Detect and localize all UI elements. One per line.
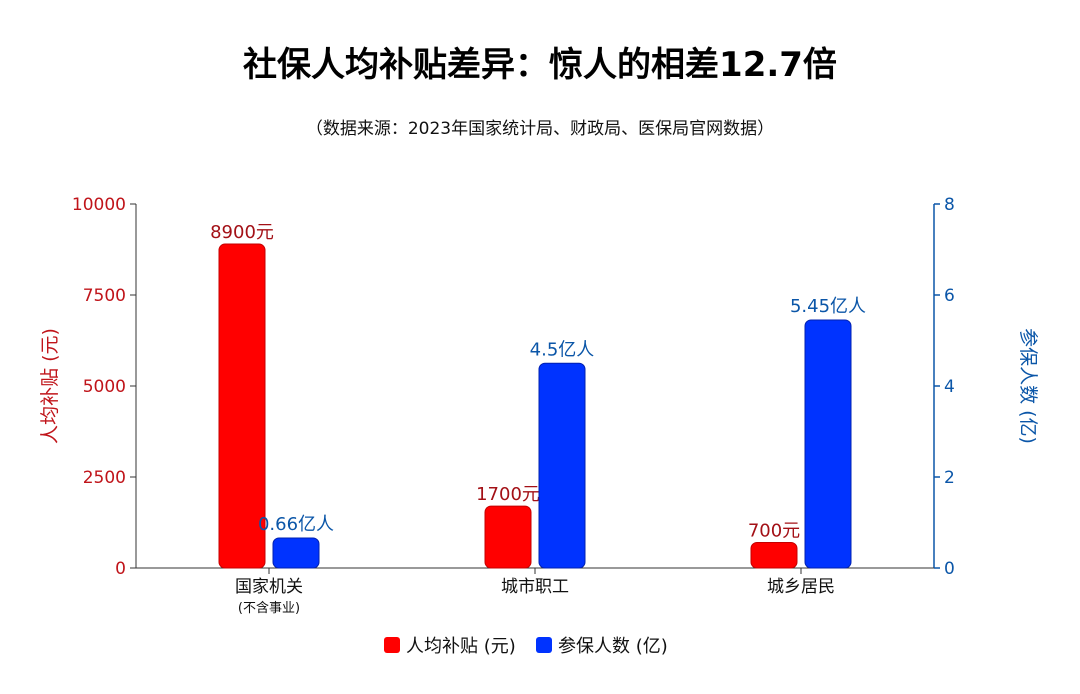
bar-insured-label: 5.45亿人 [790,296,866,317]
legend-label-subsidy: 人均补贴 (元) [406,636,516,657]
legend-label-insured: 参保人数 (亿) [558,636,668,657]
left-tick-label: 7500 [83,286,126,306]
bar-insured [538,362,586,569]
bar-insured-label: 0.66亿人 [258,514,334,535]
bar-insured [804,319,852,569]
right-tick-label: 8 [944,195,955,215]
x-tick-label: 城市职工 [501,577,569,597]
bar-subsidy-label: 8900元 [210,222,274,243]
bar-subsidy [750,542,798,569]
x-tick-label: 国家机关 [235,577,303,597]
right-tick-label: 4 [944,377,955,397]
left-tick-label: 10000 [72,195,126,215]
legend-swatch-subsidy [384,637,400,653]
chart-subtitle: （数据来源：2023年国家统计局、财政局、医保局官网数据） [306,119,774,139]
legend-swatch-insured [536,637,552,653]
bar-insured-label: 4.5亿人 [530,339,595,360]
bar-subsidy [484,505,532,569]
bar-subsidy-label: 700元 [748,521,800,542]
plot-area: 0 2500 5000 7500 10000 0 2 4 6 8 人均补贴 (元) 参保人数 (亿) 8… [39,195,1039,657]
bar-insured [272,537,320,569]
right-tick-label: 2 [944,468,955,488]
x-tick-sublabel: (不含事业) [238,600,300,616]
left-tick-label: 2500 [83,468,126,488]
bar-subsidy [218,243,266,569]
left-axis-title: 人均补贴 (元) [39,328,61,444]
right-axis-title: 参保人数 (亿) [1017,328,1039,444]
chart-title: 社保人均补贴差异：惊人的相差12.7倍 [243,45,837,85]
right-tick-label: 6 [944,286,955,306]
left-tick-label: 5000 [83,377,126,397]
x-tick-label: 城乡居民 [767,577,835,597]
left-tick-label: 0 [115,559,126,579]
right-tick-label: 0 [944,559,955,579]
bar-subsidy-label: 1700元 [476,484,540,505]
